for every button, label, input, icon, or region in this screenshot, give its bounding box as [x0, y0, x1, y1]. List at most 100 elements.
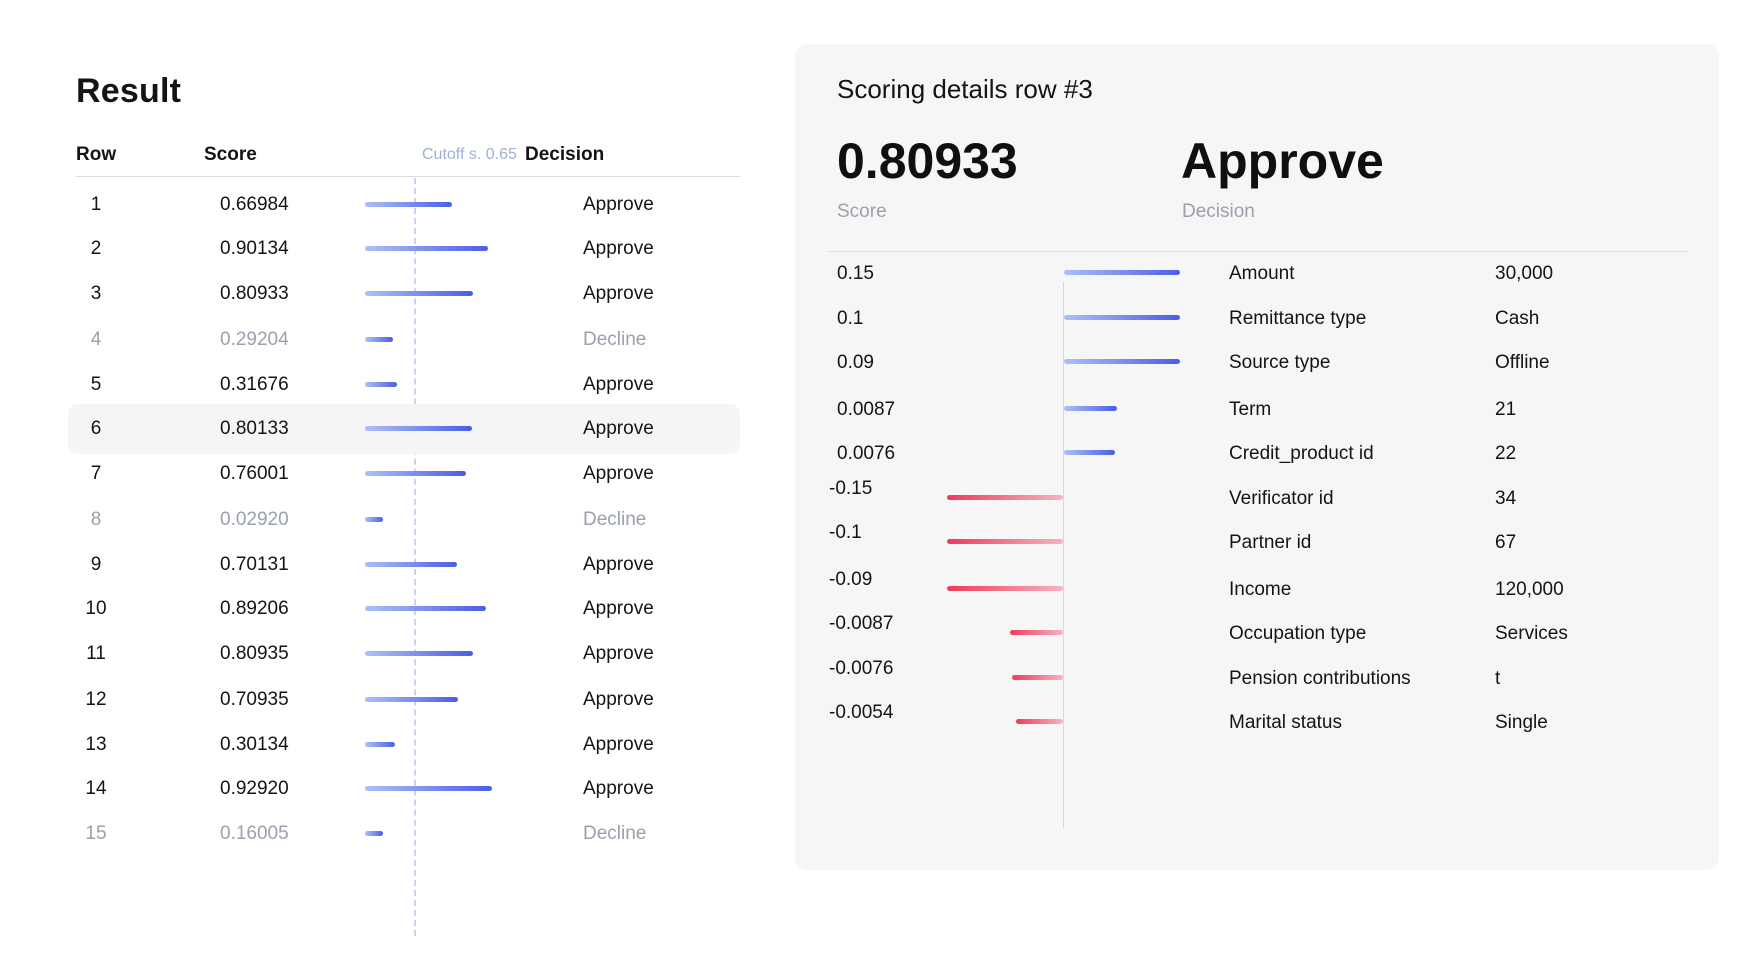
table-row[interactable]: 2 0.90134 Approve [68, 224, 740, 274]
row-number: 1 [90, 194, 102, 215]
feature-row: 0.1 Remittance type Cash [795, 294, 1719, 342]
feature-name: Remittance type [1229, 308, 1367, 329]
feature-name: Credit_product id [1229, 443, 1374, 464]
negative-contribution-bar [1011, 675, 1063, 680]
feature-value: Services [1495, 623, 1568, 644]
table-row[interactable]: 9 0.70131 Approve [68, 540, 740, 590]
feature-name: Income [1229, 579, 1292, 600]
header-row: Row [76, 144, 117, 165]
row-score: 0.31676 [220, 374, 289, 395]
feature-contribution: -0.0076 [829, 658, 894, 679]
result-section: Result Row Score Cutoff s. 0.65 Decision… [68, 60, 740, 940]
score-bar [365, 651, 474, 656]
feature-value: Single [1495, 712, 1548, 733]
feature-contribution: 0.0087 [837, 399, 896, 420]
feature-value: 67 [1495, 532, 1517, 553]
row-decision: Approve [583, 463, 654, 484]
table-row[interactable]: 10 0.89206 Approve [68, 584, 740, 634]
row-decision: Approve [583, 643, 654, 664]
negative-contribution-bar [947, 539, 1063, 544]
feature-row: 0.09 Source type Offline [795, 338, 1719, 386]
feature-row: -0.1 Partner id 67 [795, 518, 1719, 566]
row-decision: Approve [583, 238, 654, 259]
score-bar [365, 742, 395, 747]
feature-value: 120,000 [1495, 579, 1564, 600]
positive-contribution-bar [1064, 450, 1116, 455]
row-decision: Decline [583, 823, 647, 844]
details-decision-value: Approve [1181, 133, 1384, 189]
feature-value: 34 [1495, 488, 1517, 509]
feature-row: 0.15 Amount 30,000 [795, 249, 1719, 297]
positive-contribution-bar [1064, 359, 1180, 364]
row-number: 15 [85, 823, 107, 844]
feature-value: 30,000 [1495, 263, 1554, 284]
table-row[interactable]: 12 0.70935 Approve [68, 675, 740, 725]
score-bar [365, 831, 383, 836]
row-number: 6 [90, 418, 102, 439]
header-cutoff: Cutoff s. 0.65 [422, 146, 517, 163]
table-row[interactable]: 6 0.80133 Approve [68, 404, 740, 454]
cutoff-line [414, 178, 416, 936]
feature-value: 22 [1495, 443, 1517, 464]
row-decision: Approve [583, 554, 654, 575]
score-bar [365, 246, 488, 251]
details-score-label: Score [837, 201, 887, 222]
feature-contribution: 0.15 [837, 263, 874, 284]
row-number: 9 [90, 554, 102, 575]
feature-value: Cash [1495, 308, 1540, 329]
feature-row: 0.0087 Term 21 [795, 385, 1719, 433]
table-row[interactable]: 7 0.76001 Approve [68, 449, 740, 499]
row-number: 10 [85, 598, 107, 619]
row-decision: Decline [583, 509, 647, 530]
feature-name: Term [1229, 399, 1272, 420]
row-number: 13 [85, 734, 107, 755]
row-number: 7 [90, 463, 102, 484]
feature-name: Occupation type [1229, 623, 1367, 644]
row-number: 4 [90, 329, 102, 350]
row-number: 14 [85, 778, 107, 799]
scoring-details-panel: Scoring details row #3 0.80933 Score App… [795, 44, 1719, 870]
score-bar [365, 426, 473, 431]
feature-row: -0.0076 Pension contributions t [795, 654, 1719, 702]
row-number: 2 [90, 238, 102, 259]
positive-contribution-bar [1064, 270, 1180, 275]
details-score-value: 0.80933 [837, 133, 1018, 189]
feature-row: -0.0087 Occupation type Services [795, 609, 1719, 657]
feature-name: Verificator id [1229, 488, 1334, 509]
score-bar [365, 202, 452, 207]
row-number: 5 [90, 374, 102, 395]
row-decision: Approve [583, 734, 654, 755]
feature-row: -0.09 Income 120,000 [795, 565, 1719, 613]
row-number: 11 [86, 643, 106, 664]
row-score: 0.70131 [220, 554, 289, 575]
row-score: 0.76001 [220, 463, 289, 484]
row-decision: Approve [583, 418, 654, 439]
negative-contribution-bar [1009, 630, 1063, 635]
table-row[interactable]: 14 0.92920 Approve [68, 764, 740, 814]
feature-row: -0.0054 Marital status Single [795, 698, 1719, 746]
table-row[interactable]: 15 0.16005 Decline [68, 809, 740, 859]
table-row[interactable]: 8 0.02920 Decline [68, 495, 740, 545]
feature-name: Amount [1229, 263, 1295, 284]
feature-contribution: 0.09 [837, 352, 874, 373]
table-row[interactable]: 3 0.80933 Approve [68, 269, 740, 319]
row-decision: Approve [583, 598, 654, 619]
table-row[interactable]: 13 0.30134 Approve [68, 720, 740, 770]
row-score: 0.92920 [220, 778, 289, 799]
row-score: 0.89206 [220, 598, 289, 619]
row-decision: Approve [583, 194, 654, 215]
feature-contribution: 0.0076 [837, 443, 896, 464]
header-score: Score [204, 144, 257, 165]
score-bar [365, 291, 474, 296]
details-divider [827, 251, 1687, 252]
score-bar [365, 786, 493, 791]
table-row[interactable]: 4 0.29204 Decline [68, 315, 740, 365]
table-row[interactable]: 1 0.66984 Approve [68, 180, 740, 230]
table-row[interactable]: 11 0.80935 Approve [68, 629, 740, 679]
row-score: 0.70935 [220, 689, 289, 710]
feature-contribution: -0.0087 [829, 613, 894, 634]
positive-contribution-bar [1064, 406, 1118, 411]
score-bar [365, 562, 457, 567]
row-decision: Approve [583, 374, 654, 395]
table-row[interactable]: 5 0.31676 Approve [68, 360, 740, 410]
